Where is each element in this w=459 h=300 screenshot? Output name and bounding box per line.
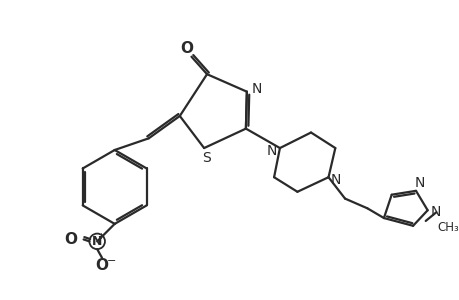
- Text: N: N: [414, 176, 424, 190]
- Text: N: N: [251, 82, 261, 96]
- Text: N: N: [92, 235, 102, 248]
- Text: N: N: [429, 205, 440, 219]
- Text: N: N: [330, 173, 341, 187]
- Text: −: −: [107, 256, 116, 266]
- Text: +: +: [97, 232, 104, 241]
- Text: O: O: [180, 41, 193, 56]
- Text: CH₃: CH₃: [437, 221, 458, 234]
- Text: N: N: [266, 144, 277, 158]
- Text: O: O: [64, 232, 77, 247]
- Text: S: S: [201, 151, 210, 165]
- Text: O: O: [95, 258, 108, 273]
